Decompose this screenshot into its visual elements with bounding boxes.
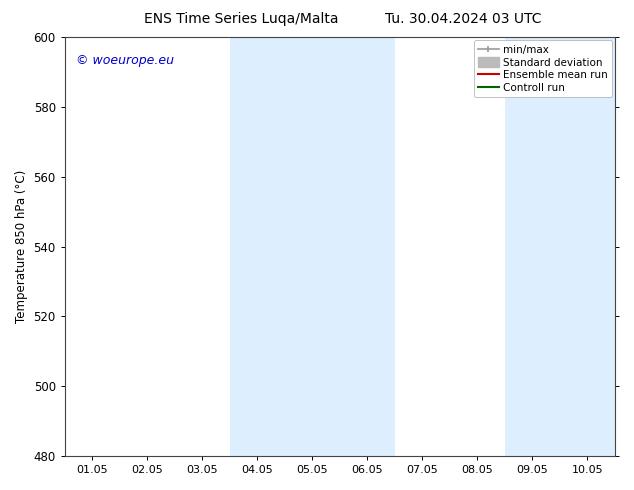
Legend: min/max, Standard deviation, Ensemble mean run, Controll run: min/max, Standard deviation, Ensemble me… bbox=[474, 40, 612, 98]
Bar bbox=[505, 37, 615, 456]
Text: © woeurope.eu: © woeurope.eu bbox=[76, 54, 174, 67]
Bar bbox=[230, 37, 395, 456]
Text: ENS Time Series Luqa/Malta: ENS Time Series Luqa/Malta bbox=[144, 12, 338, 26]
Y-axis label: Temperature 850 hPa (°C): Temperature 850 hPa (°C) bbox=[15, 170, 28, 323]
Text: Tu. 30.04.2024 03 UTC: Tu. 30.04.2024 03 UTC bbox=[385, 12, 541, 26]
